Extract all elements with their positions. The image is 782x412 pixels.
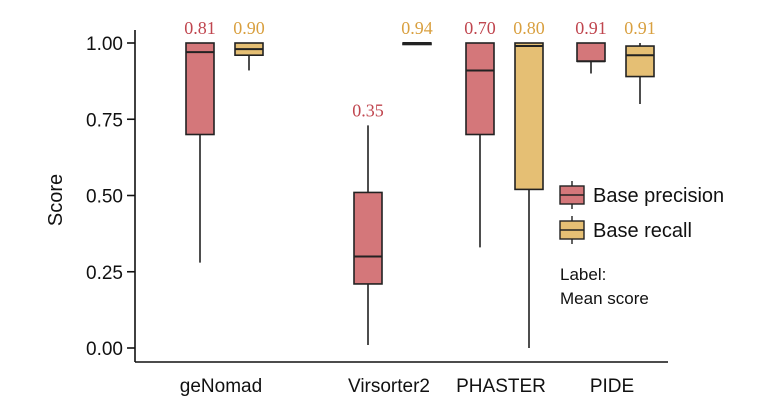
mean-score-label: 0.90 <box>233 18 265 38</box>
mean-score-label: 0.70 <box>464 18 496 38</box>
mean-score-label: 0.81 <box>184 18 216 38</box>
y-axis-label: Score <box>45 174 67 226</box>
box <box>576 42 606 63</box>
mean-score-label: 0.35 <box>352 100 384 120</box>
mean-score-label: 0.94 <box>401 18 433 38</box>
legend-note-line: Label: <box>560 265 606 284</box>
y-tick-label: 0.50 <box>86 187 123 208</box>
mean-score-label: 0.91 <box>575 18 607 38</box>
mean-score-label: 0.91 <box>624 18 656 38</box>
y-tick-label: 0.75 <box>86 110 123 131</box>
box <box>465 42 495 136</box>
y-tick-label: 0.00 <box>86 339 123 360</box>
box <box>353 191 383 285</box>
mean-score-label: 0.80 <box>513 18 545 38</box>
legend-note-line: Mean score <box>560 289 649 308</box>
box <box>185 42 215 136</box>
y-tick-label: 0.25 <box>86 263 123 284</box>
x-category-label: geNomad <box>180 376 262 397</box>
legend-label: Base recall <box>593 220 692 242</box>
box <box>514 42 544 191</box>
x-category-label: Virsorter2 <box>348 376 430 397</box>
x-category-label: PHASTER <box>456 376 546 397</box>
legend-label: Base precision <box>593 185 724 207</box>
y-tick-label: 1.00 <box>86 34 123 55</box>
box <box>625 45 655 78</box>
x-category-label: PIDE <box>590 376 634 397</box>
